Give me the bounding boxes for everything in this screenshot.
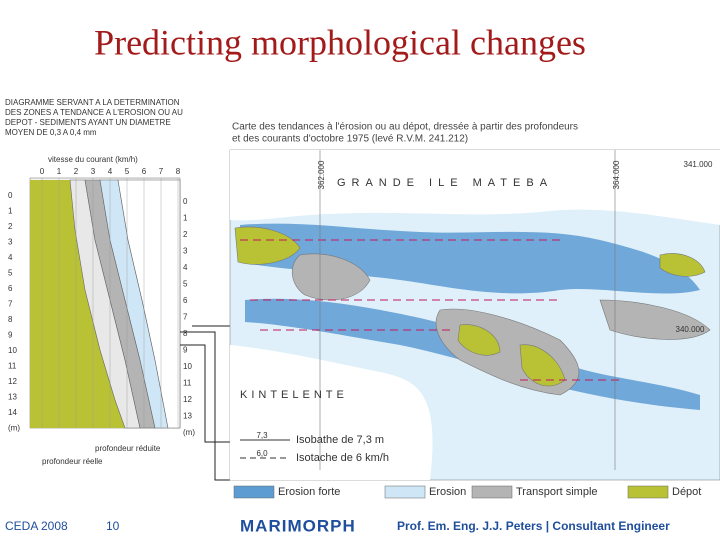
depth-right-label: 8 — [183, 329, 188, 338]
depth-right-label: 13 — [183, 412, 192, 421]
depth-right-label: 0 — [183, 197, 188, 206]
reduced-depth-label: profondeur réduite — [95, 444, 161, 453]
depth-left-label: 8 — [8, 315, 13, 324]
map-coordinate: 364.000 — [612, 160, 621, 189]
depth-right-label: 2 — [183, 230, 188, 239]
legend-label: Erosion forte — [278, 486, 340, 498]
map-island — [230, 150, 720, 225]
map-current-lines — [240, 239, 620, 381]
velocity-tick-label: 4 — [108, 167, 113, 176]
legend-label: Dépot — [672, 486, 701, 498]
depth-left-label: 9 — [8, 331, 13, 340]
depth-left-label: 5 — [8, 269, 13, 278]
depth-right-label: 6 — [183, 296, 188, 305]
diagram-labels: DIAGRAMME SERVANT A LA DETERMINATIONDES … — [5, 98, 195, 466]
map-coordinate: 340.000 — [676, 325, 705, 334]
map-deposit-zone — [234, 226, 706, 387]
depth-right-label: 1 — [183, 214, 188, 223]
diagram-caption: DES ZONES A TENDANCE A L'EROSION OU AU — [5, 108, 183, 117]
depth-left-label: 11 — [8, 362, 17, 371]
key-value: 6,0 — [256, 449, 268, 458]
depth-right-label: (m) — [183, 428, 195, 437]
velocity-tick-label: 2 — [74, 167, 79, 176]
velocity-label: vitesse du courant (km/h) — [48, 155, 138, 164]
map-transport-zone — [292, 253, 711, 396]
depth-left-label: 14 — [8, 408, 17, 417]
depth-left-label: 12 — [8, 377, 17, 386]
slide-title: Predicting morphological changes — [94, 22, 586, 62]
depth-left-label: (m) — [8, 424, 20, 433]
depth-right-label: 12 — [183, 395, 192, 404]
velocity-tick-label: 1 — [57, 167, 62, 176]
depth-left-label: 3 — [8, 238, 13, 247]
map-coordinate: 341.000 — [684, 160, 713, 169]
legend-label: Transport simple — [516, 486, 598, 498]
real-depth-label: profondeur réelle — [42, 457, 103, 466]
key-label: Isotache de 6 km/h — [296, 452, 389, 464]
depth-right-label: 9 — [183, 346, 188, 355]
velocity-tick-label: 5 — [125, 167, 130, 176]
depth-left-label: 4 — [8, 253, 13, 262]
map-coordinate: 362.000 — [317, 160, 326, 189]
diagram-caption: DEPOT - SEDIMENTS AYANT UN DIAMETRE — [5, 118, 171, 127]
depth-left-label: 0 — [8, 191, 13, 200]
depth-right-label: 4 — [183, 263, 188, 272]
depth-left-label: 1 — [8, 207, 13, 216]
footer: CEDA 2008 10 MARIMORPH Prof. Em. Eng. J.J. … — [5, 516, 670, 535]
map-title: et des courants d'octobre 1975 (levé R.V… — [232, 134, 468, 145]
footer-author: Prof. Em. Eng. J.J. Peters | Consultant … — [397, 519, 670, 533]
map-shore — [230, 345, 433, 480]
island-name: GRANDE ILE MATEBA — [337, 177, 553, 189]
legend: Erosion forte Erosion Transport simple Dépo… — [233, 485, 701, 499]
legend-swatch — [384, 485, 426, 499]
velocity-tick-label: 0 — [40, 167, 45, 176]
depth-right-label: 7 — [183, 313, 188, 322]
depth-right-label: 10 — [183, 362, 192, 371]
velocity-tick-label: 7 — [159, 167, 164, 176]
footer-logo: MARIMORPH — [240, 516, 356, 535]
footer-page: 10 — [106, 519, 120, 533]
depth-left-label: 7 — [8, 300, 13, 309]
velocity-tick-label: 8 — [176, 167, 181, 176]
velocity-tick-label: 3 — [91, 167, 96, 176]
legend-swatch — [471, 485, 513, 499]
map-title: Carte des tendances à l'érosion ou au dé… — [232, 122, 578, 133]
map-erosion-zone — [240, 223, 700, 294]
depth-left-label: 10 — [8, 346, 17, 355]
legend-swatch — [627, 485, 669, 499]
shore-name: KINTELENTE — [240, 389, 348, 401]
footer-event: CEDA 2008 — [5, 519, 68, 533]
depth-right-label: 11 — [183, 379, 192, 388]
depth-right-label: 3 — [183, 247, 188, 256]
diagram-band — [117, 179, 181, 429]
depth-left-label: 6 — [8, 284, 13, 293]
map-labels: Carte des tendances à l'érosion ou au dé… — [232, 122, 713, 464]
legend-label: Erosion — [429, 486, 466, 498]
velocity-tick-label: 6 — [142, 167, 147, 176]
depth-left-label: 13 — [8, 393, 17, 402]
depth-right-label: 5 — [183, 280, 188, 289]
diagram-deposit-zone — [30, 180, 125, 428]
diagram-caption: MOYEN DE 0,3 A 0,4 mm — [5, 128, 97, 137]
connector-arrows — [180, 325, 230, 481]
key-value: 7,3 — [256, 431, 268, 440]
legend-swatch — [233, 485, 275, 499]
key-label: Isobathe de 7,3 m — [296, 434, 384, 446]
diagram-caption: DIAGRAMME SERVANT A LA DETERMINATION — [5, 98, 180, 107]
depth-left-label: 2 — [8, 222, 13, 231]
